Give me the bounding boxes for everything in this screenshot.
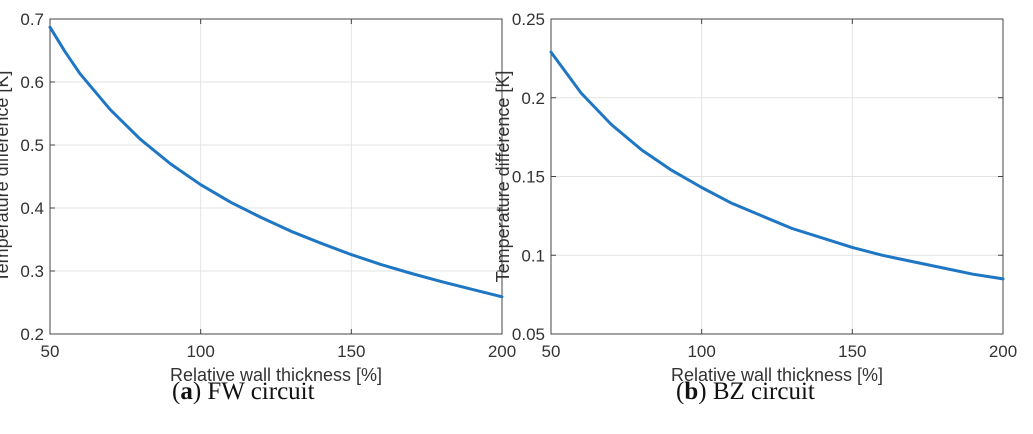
x-tick-label: 150 <box>838 342 866 361</box>
x-tick-label: 100 <box>687 342 715 361</box>
x-tick-label: 50 <box>542 342 561 361</box>
x-tick-label: 200 <box>488 342 516 361</box>
chart-fw-circuit: 50 100 150 200 0.2 0.3 0.4 0.5 0.6 0.7 Relative wa… <box>0 10 516 385</box>
caption-b-text: BZ circuit <box>712 378 815 405</box>
caption-a: (a) FW circuit <box>172 378 315 405</box>
axes-box <box>49 18 503 335</box>
y-axis-label: Temperature difference [K] <box>493 71 513 283</box>
y-axis-label: Temperature difference [K] <box>0 71 12 283</box>
y-tick-label: 0.1 <box>521 246 545 265</box>
x-tick-label: 200 <box>989 342 1017 361</box>
series-line <box>48 25 504 299</box>
x-tick-label: 100 <box>186 342 214 361</box>
y-tick-label: 0.15 <box>512 168 545 187</box>
y-tick-label: 0.2 <box>521 89 545 108</box>
y-tick-label: 0.2 <box>20 325 44 344</box>
y-tick-label: 0.5 <box>20 136 44 155</box>
caption-a-letter: a <box>180 378 193 405</box>
chart-bz-circuit: 50 100 150 200 0.05 0.1 0.15 0.2 0.25 Relative wa… <box>493 10 1017 385</box>
y-tick-label: 0.4 <box>20 199 44 218</box>
caption-b-letter: b <box>684 378 699 405</box>
x-axis-label: Relative wall thickness [%] <box>170 365 382 385</box>
plot-area <box>50 19 502 334</box>
x-tick-label: 50 <box>41 342 60 361</box>
y-tick-label: 0.6 <box>20 73 44 92</box>
y-tick-label: 0.3 <box>20 262 44 281</box>
x-tick-label: 150 <box>337 342 365 361</box>
x-axis-label: Relative wall thickness [%] <box>671 365 883 385</box>
y-tick-label: 0.25 <box>512 10 545 29</box>
caption-b: (b) BZ circuit <box>676 378 815 405</box>
series-line <box>549 50 1005 281</box>
y-tick-label: 0.05 <box>512 325 545 344</box>
caption-a-text: FW circuit <box>207 378 315 405</box>
y-tick-label: 0.7 <box>20 10 44 29</box>
